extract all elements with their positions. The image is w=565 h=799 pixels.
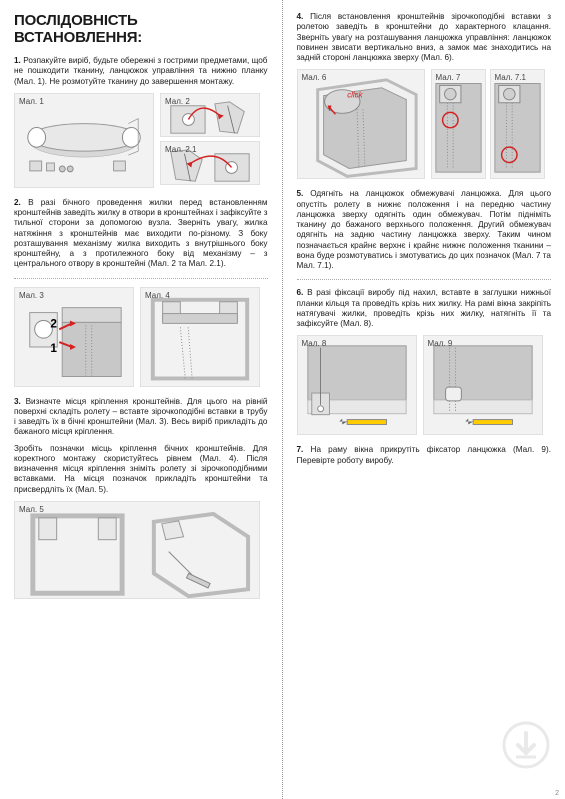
step-3-num: 3.: [14, 397, 21, 406]
step-5-body: Одягніть на ланцюжок обмежувачі ланцюжка…: [297, 189, 552, 270]
illus-6-svg: click: [298, 70, 424, 178]
illus-row-3: Мал. 5: [14, 501, 268, 599]
step-2-text: 2. В разі бічного проведення жилки перед…: [14, 198, 268, 270]
illus-8: Мал. 8: [297, 335, 417, 435]
illus-2-1-label: Мал. 2.1: [165, 145, 196, 154]
page-title: ПОСЛІДОВНІСТЬ ВСТАНОВЛЕННЯ:: [14, 12, 268, 46]
illus-9-label: Мал. 9: [428, 339, 453, 348]
illus-6: Мал. 6 click: [297, 69, 425, 179]
illus-1-label: Мал. 1: [19, 97, 44, 106]
illus-7: Мал. 7: [431, 69, 486, 179]
step-3-text: 3. Визначте місця кріплення кронштейнів.…: [14, 397, 268, 438]
separator-1: [14, 278, 268, 279]
illus-7-1-svg: [491, 70, 544, 176]
illus-2-label: Мал. 2: [165, 97, 190, 106]
step-1-num: 1.: [14, 56, 21, 65]
illus-2: Мал. 2: [160, 93, 260, 137]
illus-row-5: Мал. 8 Мал. 9: [297, 335, 552, 435]
step-5-num: 5.: [297, 189, 304, 198]
illus-3: Мал. 3 2 1: [14, 287, 134, 387]
illus-5-svg: [15, 502, 259, 599]
illus-7-1: Мал. 7.1: [490, 69, 545, 179]
svg-text:1: 1: [50, 341, 57, 354]
illus-6-label: Мал. 6: [302, 73, 327, 82]
illus-4: Мал. 4: [140, 287, 260, 387]
illus-3-svg: 2 1: [15, 288, 133, 386]
step-1-body: Розпакуйте виріб, будьте обережні з гост…: [14, 56, 268, 86]
svg-text:2: 2: [50, 317, 57, 330]
illus-1-svg: [15, 94, 153, 188]
step-4-text: 4. Після встановлення кронштейнів зірочк…: [297, 12, 552, 63]
illus-2-1: Мал. 2.1: [160, 141, 260, 185]
step-5-text: 5. Одягніть на ланцюжок обмежувачі ланцю…: [297, 189, 552, 271]
illus-4-svg: [141, 288, 259, 386]
step-6-num: 6.: [297, 288, 304, 297]
svg-text:click: click: [347, 91, 363, 100]
step-7-num: 7.: [297, 445, 304, 454]
step-4-num: 4.: [297, 12, 304, 21]
illus-9: Мал. 9: [423, 335, 543, 435]
illus-row-1: Мал. 1 Мал. 2: [14, 93, 268, 188]
step-2-body: В разі бічного проведення жилки перед вс…: [14, 198, 268, 269]
illus-row-4: Мал. 6 click Мал. 7: [297, 69, 552, 179]
illus-8-label: Мал. 8: [302, 339, 327, 348]
step-2-num: 2.: [14, 198, 21, 207]
step-3b-text: Зробіть позначки місць кріплення бічних …: [14, 444, 268, 495]
separator-2: [297, 279, 552, 280]
step-3-body: Визначте місця кріплення кронштейнів. Дл…: [14, 397, 268, 437]
illus-7-1-label: Мал. 7.1: [495, 73, 526, 82]
right-column: 4. Після встановлення кронштейнів зірочк…: [283, 0, 565, 799]
illus-3-label: Мал. 3: [19, 291, 44, 300]
step-7-text: 7. На раму вікна прикрутіть фіксатор лан…: [297, 445, 552, 466]
illus-5-label: Мал. 5: [19, 505, 44, 514]
step-4-body: Після встановлення кронштейнів зірочкопо…: [297, 12, 552, 62]
left-column: ПОСЛІДОВНІСТЬ ВСТАНОВЛЕННЯ: 1. Розпакуйт…: [0, 0, 283, 799]
step-7-body: На раму вікна прикрутіть фіксатор ланцюж…: [297, 445, 551, 464]
illus-7-label: Мал. 7: [436, 73, 461, 82]
illus-4-label: Мал. 4: [145, 291, 170, 300]
illus-7-svg: [432, 70, 485, 176]
step-6-text: 6. В разі фіксації виробу під нахил, вст…: [297, 288, 552, 329]
illus-row-2: Мал. 3 2 1 Мал. 4: [14, 287, 268, 387]
illus-9-svg: [424, 336, 542, 434]
illus-5: Мал. 5: [14, 501, 260, 599]
page-number: 2: [555, 790, 559, 797]
illus-1: Мал. 1: [14, 93, 154, 188]
illus-8-svg: [298, 336, 416, 434]
step-1-text: 1. Розпакуйте виріб, будьте обережні з г…: [14, 56, 268, 87]
step-6-body: В разі фіксації виробу під нахил, вставт…: [297, 288, 552, 328]
watermark-icon: [502, 721, 550, 769]
